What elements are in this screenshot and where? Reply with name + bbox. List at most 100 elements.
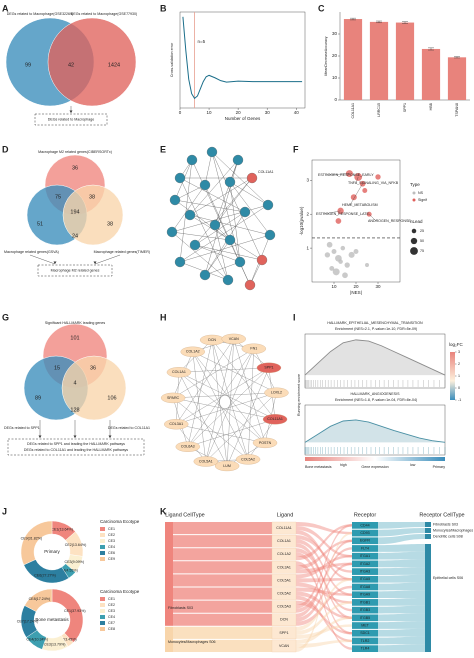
- point: [353, 249, 359, 254]
- legend-swatch: [100, 609, 105, 613]
- receptor-node: [352, 645, 378, 652]
- flow: [173, 574, 272, 587]
- x-tick-label: TSPAN8: [455, 103, 459, 117]
- ligand-node: [271, 561, 297, 574]
- network-node: [244, 279, 256, 291]
- ligand-label: COL5A1: [277, 578, 291, 582]
- annotation: ANDROGEN_RESPONSE: [368, 219, 411, 223]
- network-node: [164, 419, 189, 430]
- network-edge: [176, 392, 277, 425]
- venn-count: 89: [35, 395, 41, 401]
- receptor-label: ITGA2: [360, 562, 370, 566]
- legend-swatch: [100, 621, 105, 625]
- flow: [378, 613, 425, 622]
- error-bar: [350, 17, 356, 21]
- network-node: [256, 254, 268, 266]
- flow: [296, 548, 352, 612]
- x-tick-label: 0: [179, 110, 182, 115]
- point: [344, 262, 350, 268]
- ligand-node: [271, 600, 297, 613]
- result-label: DEGs related to SPP1 and leading the HAL…: [27, 442, 125, 446]
- point: [324, 252, 331, 258]
- legend-label: CE7: [108, 621, 115, 625]
- celltype-label: Dendritic cells S08: [433, 534, 463, 538]
- x-label-high: high: [340, 463, 347, 467]
- bar: [421, 48, 441, 100]
- receptor-label: ITGB3: [360, 608, 370, 612]
- point: [331, 249, 337, 254]
- panel-label: B: [160, 3, 167, 13]
- point: [335, 218, 342, 224]
- flow: [296, 524, 352, 561]
- legend-title: Carcinoma Ecotype: [100, 589, 140, 594]
- annotation: ESTROGEN_RESPONSE_LATE: [316, 212, 369, 216]
- flow: [296, 530, 352, 581]
- ligand-label: COL3A1: [277, 565, 291, 569]
- flow: [296, 522, 352, 535]
- receptor-label: CD44: [360, 523, 369, 527]
- panel-label: I: [293, 312, 296, 322]
- network-edge: [178, 372, 276, 420]
- network-node: [239, 206, 251, 218]
- receptor-label: EGFR: [360, 539, 370, 543]
- venn-set-label: DEGs related to SPP1: [4, 426, 40, 430]
- celltype-node: [425, 534, 431, 539]
- x-axis-label: Number of Genes: [225, 116, 261, 121]
- value-label: CE6(27.27%): [34, 573, 56, 577]
- network-edge: [189, 177, 253, 216]
- receptor-node: [352, 529, 378, 537]
- network-edge: [187, 339, 213, 447]
- ligand-label: COL1A2: [277, 552, 291, 556]
- network-edge: [194, 244, 241, 263]
- arrow-head: [93, 261, 97, 264]
- receptor-node: [352, 591, 378, 599]
- network-edge: [176, 424, 266, 444]
- node-label: POSTN: [259, 441, 272, 445]
- venn-count: 101: [70, 335, 79, 341]
- network-edge: [189, 214, 271, 236]
- donut-slice: [20, 520, 53, 566]
- network-edge: [229, 181, 269, 206]
- network-edge: [212, 339, 276, 420]
- legend-swatch: [100, 615, 105, 619]
- result-label: DEGs related to COL11A1 and leading the …: [24, 448, 128, 452]
- network-node: [224, 234, 236, 246]
- colorbar: [450, 352, 455, 400]
- network-edge: [226, 367, 270, 467]
- x-label-low: low: [410, 463, 416, 467]
- flow: [296, 585, 352, 626]
- network-edge: [179, 159, 193, 263]
- legend-title: Carcinoma Ecotype: [100, 519, 140, 524]
- error-bar: [376, 20, 382, 23]
- legend-swatch: [412, 198, 416, 202]
- point: [340, 245, 346, 251]
- panel-subtitle: Enrichment (NES=2.1, P-value=1e-10, FDR=…: [335, 327, 417, 331]
- venn-count: 36: [72, 165, 78, 171]
- arrow-head: [53, 261, 57, 264]
- flow: [296, 552, 352, 635]
- ligand-label: COL5A3: [277, 605, 291, 609]
- donut-slice: [51, 588, 84, 643]
- network-edge: [187, 419, 276, 447]
- network-edge: [205, 338, 234, 462]
- receptor-node: [352, 560, 378, 568]
- network-edge: [204, 151, 213, 186]
- legend-title: Type: [410, 182, 420, 187]
- flow: [378, 598, 425, 606]
- x-label-right: Primary: [433, 465, 446, 469]
- colorbar-label: 0: [458, 386, 460, 390]
- y-tick-label: 10: [332, 75, 338, 80]
- network-edge: [179, 234, 271, 263]
- venn-count: 1424: [108, 62, 120, 68]
- network-node: [166, 226, 178, 238]
- venn-count: 99: [25, 62, 31, 68]
- flow: [296, 554, 352, 579]
- x-label-left: Bone metastasis: [305, 465, 332, 469]
- receptor-node: [352, 545, 378, 552]
- network-edge: [211, 151, 263, 261]
- annotation-leader: [369, 214, 377, 222]
- network-edge: [211, 339, 249, 460]
- legend-label: CE4: [108, 545, 115, 549]
- celltype-node: [425, 528, 431, 533]
